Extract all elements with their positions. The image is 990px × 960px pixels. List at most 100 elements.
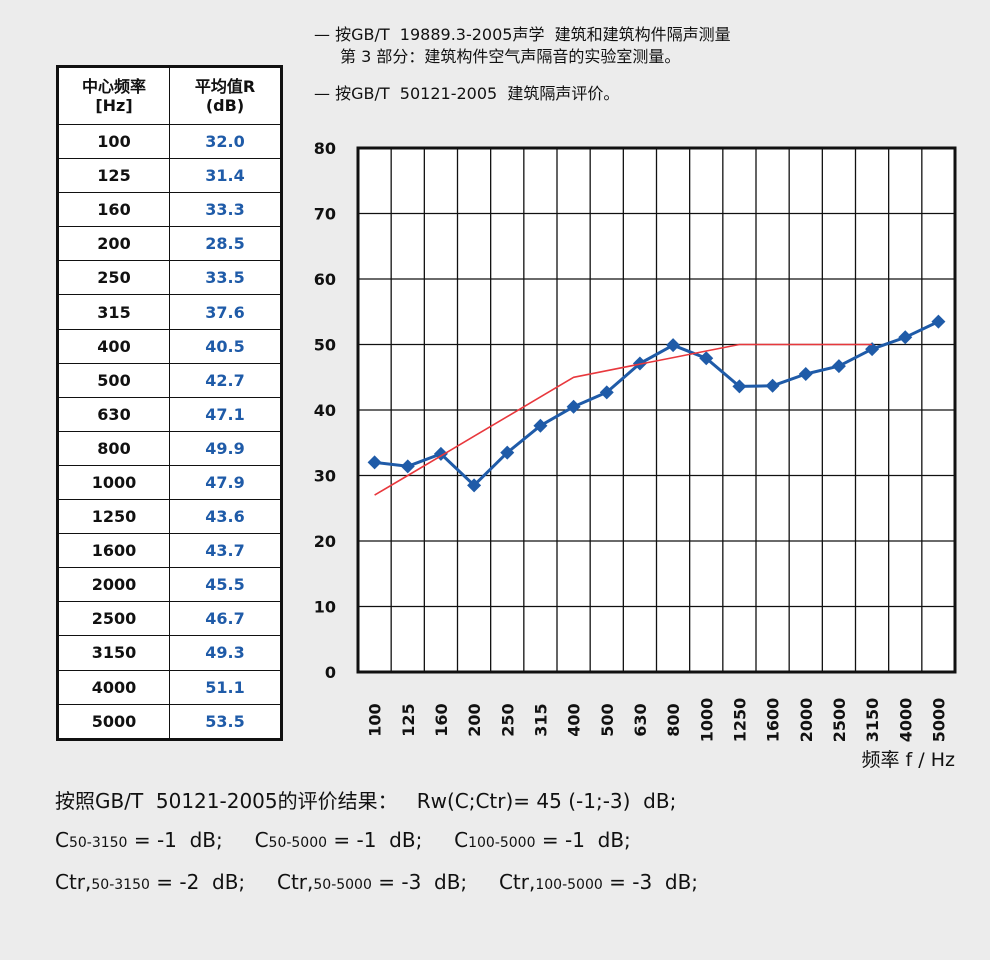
x-tick-label: 630 [631,703,650,736]
x-tick-label: 2500 [830,698,849,743]
table-row: 5000 53.5 [57,703,282,740]
value-cell: 46.7 [169,601,282,637]
result-ctr: Ctr,50-3150 = -2 dB; Ctr,50-5000 = -3 dB… [55,870,699,894]
y-tick-label: 80 [314,139,336,158]
y-tick-label: 30 [314,467,336,486]
note-line-1b: 第 3 部分：建筑构件空气声隔音的实验室测量。 [340,47,681,66]
data-point-marker [467,478,482,493]
data-point-marker [666,338,681,353]
evaluation-results: 按照GB/T 50121-2005的评价结果： Rw(C;Ctr)= 45 (-… [55,782,698,905]
y-tick-label: 10 [314,598,336,617]
header-frequency: 中心频率 [Hz] [57,66,170,125]
x-tick-label: 1000 [697,698,716,743]
table-row: 800 49.9 [57,430,282,466]
y-tick-label: 70 [314,205,336,224]
x-tick-label: 160 [432,703,451,736]
value-cell: 42.7 [169,362,282,398]
table-row: 160 33.3 [57,192,282,228]
data-point-marker [699,351,714,366]
data-point-marker [400,459,415,474]
x-axis-label: 频率 f / Hz [862,749,955,771]
data-point-marker [931,314,946,329]
value-cell: 28.5 [169,226,282,262]
value-cell: 40.5 [169,328,282,364]
data-point-marker [831,359,846,374]
data-point-marker [566,399,581,414]
header-average: 平均值R (dB) [169,66,282,125]
y-tick-label: 50 [314,336,336,355]
frequency-cell: 125 [57,158,170,194]
frequency-cell: 200 [57,226,170,262]
x-tick-label: 2000 [797,698,816,743]
table-row: 250 33.5 [57,260,282,296]
table-row: 2500 46.7 [57,601,282,637]
data-point-marker [367,455,382,470]
table-row: 1000 47.9 [57,464,282,501]
table-row: 4000 51.1 [57,669,282,705]
frequency-cell: 800 [57,430,170,466]
x-tick-label: 5000 [929,698,948,743]
frequency-cell: 3150 [57,635,170,671]
value-cell: 32.0 [169,123,282,160]
x-tick-label: 400 [565,703,584,736]
note-line-2: — 按GB/T 50121-2005 建筑隔声评价。 [314,84,620,103]
x-tick-label: 125 [399,703,418,736]
frequency-cell: 1600 [57,533,170,569]
standards-notes: — 按GB/T 19889.3-2005声学 建筑和建筑构件隔声测量 第 3 部… [314,24,731,105]
x-tick-label: 250 [498,703,517,736]
table-row: 125 31.4 [57,158,282,194]
data-point-marker [898,330,913,345]
table-row: 100 32.0 [57,123,282,160]
frequency-cell: 4000 [57,669,170,705]
x-tick-label: 200 [465,703,484,736]
table-row: 3150 49.3 [57,635,282,671]
x-tick-label: 4000 [896,698,915,743]
y-tick-label: 20 [314,532,336,551]
frequency-cell: 630 [57,396,170,432]
y-tick-label: 0 [325,663,336,682]
frequency-cell: 5000 [57,703,170,740]
value-cell: 53.5 [169,703,282,740]
frequency-cell: 1000 [57,464,170,501]
data-point-marker [765,378,780,393]
value-cell: 51.1 [169,669,282,705]
plot-border [356,146,957,674]
frequency-cell: 160 [57,192,170,228]
data-point-marker [533,418,548,433]
x-tick-label: 500 [598,703,617,736]
x-tick-label: 1250 [730,698,749,743]
x-tick-label: 3150 [863,698,882,743]
frequency-cell: 2000 [57,567,170,603]
data-point-marker [798,366,813,381]
x-tick-label: 100 [366,703,385,736]
value-cell: 31.4 [169,158,282,194]
value-cell: 47.1 [169,396,282,432]
x-tick-label: 1600 [764,698,783,743]
x-tick-label: 315 [531,703,550,736]
result-rw: 按照GB/T 50121-2005的评价结果： Rw(C;Ctr)= 45 (-… [55,789,677,813]
value-cell: 37.6 [169,294,282,330]
frequency-cell: 500 [57,362,170,398]
measured-series-line [374,320,940,487]
value-cell: 33.5 [169,260,282,296]
x-tick-label: 800 [664,703,683,736]
sound-insulation-chart: 0 10 20 30 40 50 60 70 80 100 125 160 200 250 315 400 50… [314,139,957,771]
data-point-marker [500,445,515,460]
table-row: 315 37.6 [57,294,282,330]
data-point-marker [865,342,880,357]
value-cell: 47.9 [169,464,282,501]
data-point-marker [599,385,614,400]
table-row: 500 42.7 [57,362,282,398]
table-row: 200 28.5 [57,226,282,262]
data-point-marker [732,379,747,394]
frequency-cell: 100 [57,123,170,160]
reference-curve-line [374,343,873,496]
table-row: 630 47.1 [57,396,282,432]
y-tick-label: 60 [314,270,336,289]
result-c: C50-3150 = -1 dB; C50-5000 = -1 dB; C100… [55,828,631,852]
frequency-table: 中心频率 [Hz] 平均值R (dB) 100 32.0 125 31.4 160 33.… [56,65,283,741]
note-line-1: — 按GB/T 19889.3-2005声学 建筑和建筑构件隔声测量 [314,25,731,44]
y-tick-label: 40 [314,401,336,420]
value-cell: 33.3 [169,192,282,228]
frequency-cell: 250 [57,260,170,296]
